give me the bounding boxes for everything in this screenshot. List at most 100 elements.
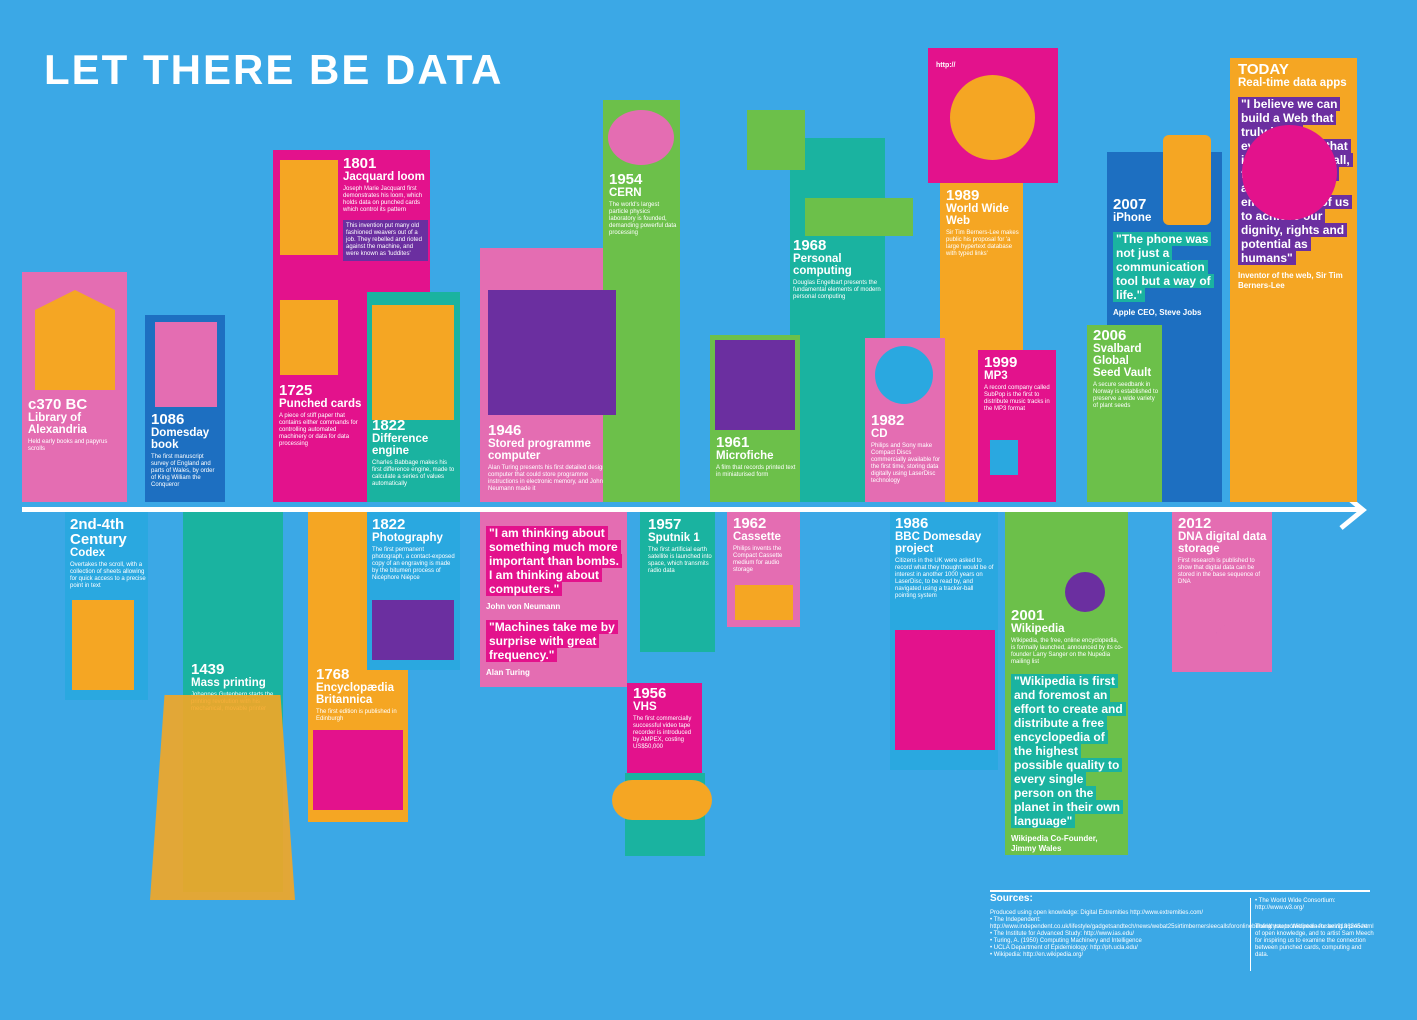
event-name: World Wide Web xyxy=(946,203,1009,227)
quote-text: "Wikipedia is first and foremost an effo… xyxy=(1011,674,1126,828)
stopwatch xyxy=(1242,125,1337,220)
bbc-computer xyxy=(895,630,995,750)
event-year: 1439 xyxy=(191,661,225,678)
event-block: 2001 Wikipedia Wikipedia, the free, online… xyxy=(1005,512,1128,855)
event-name: Encyclopædia Britannica xyxy=(316,682,394,706)
event-name: CD xyxy=(871,428,888,440)
source-line: Thank you to Wikipedia for being a pione… xyxy=(1255,924,1374,958)
event-description: Citizens in the UK were asked to record … xyxy=(895,558,994,599)
event-description: Sir Tim Berners-Lee makes public his pro… xyxy=(946,230,1019,257)
event-description: The first edition is published in Edinbu… xyxy=(316,709,397,722)
event-year: 1801 xyxy=(343,155,377,172)
event-description: A secure seedbank in Norway is establish… xyxy=(1093,382,1159,409)
quote: "The phone was not just a communication … xyxy=(1113,232,1218,302)
event-year: 1768 xyxy=(316,666,350,683)
event-name: CERN xyxy=(609,187,642,199)
event-name: Library of Alexandria xyxy=(28,412,87,436)
quote-text: "Machines take me by surprise with great… xyxy=(486,620,618,662)
quote: "Machines take me by surprise with great… xyxy=(486,620,621,662)
globe xyxy=(950,75,1035,160)
event-text: 1822 Photography The first permanent photo… xyxy=(372,517,457,582)
event-name: Microfiche xyxy=(716,450,774,462)
event-name: Jacquard loom xyxy=(343,171,425,183)
event-block: "I am thinking about something much more… xyxy=(480,512,627,687)
event-year: 2007 xyxy=(1113,196,1147,213)
loom-icon xyxy=(280,160,338,255)
timeline xyxy=(22,507,1362,512)
event-year: 1999 xyxy=(984,354,1018,371)
quote-attribution: Wikipedia Co-Founder, Jimmy Wales xyxy=(1011,834,1098,853)
event-name: Real-time data apps xyxy=(1238,77,1347,89)
event-name: DNA digital data storage xyxy=(1178,531,1267,555)
event-name: Domesday book xyxy=(151,427,210,451)
event-text: 1957 Sputnik 1 The first artificial earth … xyxy=(648,517,712,575)
keyboard xyxy=(805,198,913,236)
event-text: 1801 Jacquard loom Joseph Marie Jacquard f… xyxy=(343,156,428,261)
web-label: http:// xyxy=(936,62,956,69)
cassette xyxy=(735,585,793,620)
quote-attribution: Alan Turing xyxy=(486,668,530,677)
event-name: Mass printing xyxy=(191,677,266,689)
quote: "I am thinking about something much more… xyxy=(486,526,622,596)
event-description: A piece of stiff paper that contains eit… xyxy=(279,413,358,447)
event-text: 1982 CD Philips and Sony make Compact Disc… xyxy=(871,413,941,485)
quote-attribution: John von Neumann xyxy=(486,602,561,611)
quote-text: "I am thinking about something much more… xyxy=(486,526,622,596)
event-description: Overtakes the scroll, with a collection … xyxy=(70,562,146,589)
event-year: 1986 xyxy=(895,515,929,532)
event-description: The world's largest particle physics lab… xyxy=(609,202,677,236)
event-name: VHS xyxy=(633,701,657,713)
event-description: First research is published to show that… xyxy=(1178,558,1261,585)
event-description: Wikipedia, the free, online encyclopedia… xyxy=(1011,638,1123,665)
event-text: 1768 Encyclopædia Britannica The first edi… xyxy=(316,667,408,723)
event-year: 1968 xyxy=(793,237,827,254)
event-text: 1954 CERN The world's largest particle phy… xyxy=(609,172,677,237)
source-line: • Turing, A. (1950) Computing Machinery … xyxy=(990,938,1142,944)
event-name: BBC Domesday project xyxy=(895,531,982,555)
event-text: 1962 Cassette Philips invents the Compact … xyxy=(733,516,797,574)
event-name: Codex xyxy=(70,547,106,559)
source-line: Produced using open knowledge: Digital E… xyxy=(990,910,1204,916)
monitor xyxy=(747,110,805,170)
sources-heading: Sources: xyxy=(990,890,1370,904)
event-text: "I am thinking about something much more… xyxy=(486,518,622,678)
event-description: Alan Turing presents his first detailed … xyxy=(488,465,618,492)
event-year: 2001 xyxy=(1011,607,1045,624)
event-description: The first permanent photograph, a contac… xyxy=(372,547,455,581)
source-line: • The Institute for Advanced Study: http… xyxy=(990,931,1135,937)
event-name: Sputnik 1 xyxy=(648,532,700,544)
event-description: The first commercially successful video … xyxy=(633,716,692,750)
event-description: Charles Babbage makes his first differen… xyxy=(372,460,455,487)
event-year: 1725 xyxy=(279,382,313,399)
event-year: 2006 xyxy=(1093,327,1127,344)
event-description: Philips and Sony make Compact Discs comm… xyxy=(871,443,941,484)
cd-icon xyxy=(875,346,933,404)
event-description: A record company called SubPop is the fi… xyxy=(984,385,1050,412)
event-year: TODAY xyxy=(1238,61,1289,78)
event-year: 1989 xyxy=(946,187,980,204)
event-year: 2nd-4th Century xyxy=(70,516,127,548)
event-year: 1961 xyxy=(716,434,750,451)
quote-text: "The phone was not just a communication … xyxy=(1113,232,1214,302)
computer-grid xyxy=(488,290,616,415)
sources: Sources: Produced using open knowledge: … xyxy=(990,890,1374,971)
punch-card xyxy=(280,300,338,375)
title: LET THERE BE DATA xyxy=(44,46,504,93)
encyclopedia xyxy=(313,730,403,810)
event-text: c370 BC Library of Alexandria Held early b… xyxy=(28,397,123,453)
event-name: Svalbard Global Seed Vault xyxy=(1093,343,1152,379)
event-text: 1986 BBC Domesday project Citizens in the … xyxy=(895,516,995,600)
event-block: 1999 MP3 A record company called SubPop is… xyxy=(978,350,1056,502)
event-block: 1956 VHS The first commercially successful… xyxy=(627,683,702,773)
microfiche xyxy=(715,340,795,430)
event-name: Difference engine xyxy=(372,433,429,457)
event-description: Held early books and papyrus scrolls xyxy=(28,439,108,452)
event-text: 1989 World Wide Web Sir Tim Berners-Lee ma… xyxy=(946,188,1024,258)
reels xyxy=(612,780,712,820)
event-name: Personal computing xyxy=(793,253,852,277)
event-name: Stored programme computer xyxy=(488,438,591,462)
mp3-icon xyxy=(990,440,1018,475)
event-year: c370 BC xyxy=(28,396,88,413)
quote: "Wikipedia is first and foremost an effo… xyxy=(1011,674,1126,828)
